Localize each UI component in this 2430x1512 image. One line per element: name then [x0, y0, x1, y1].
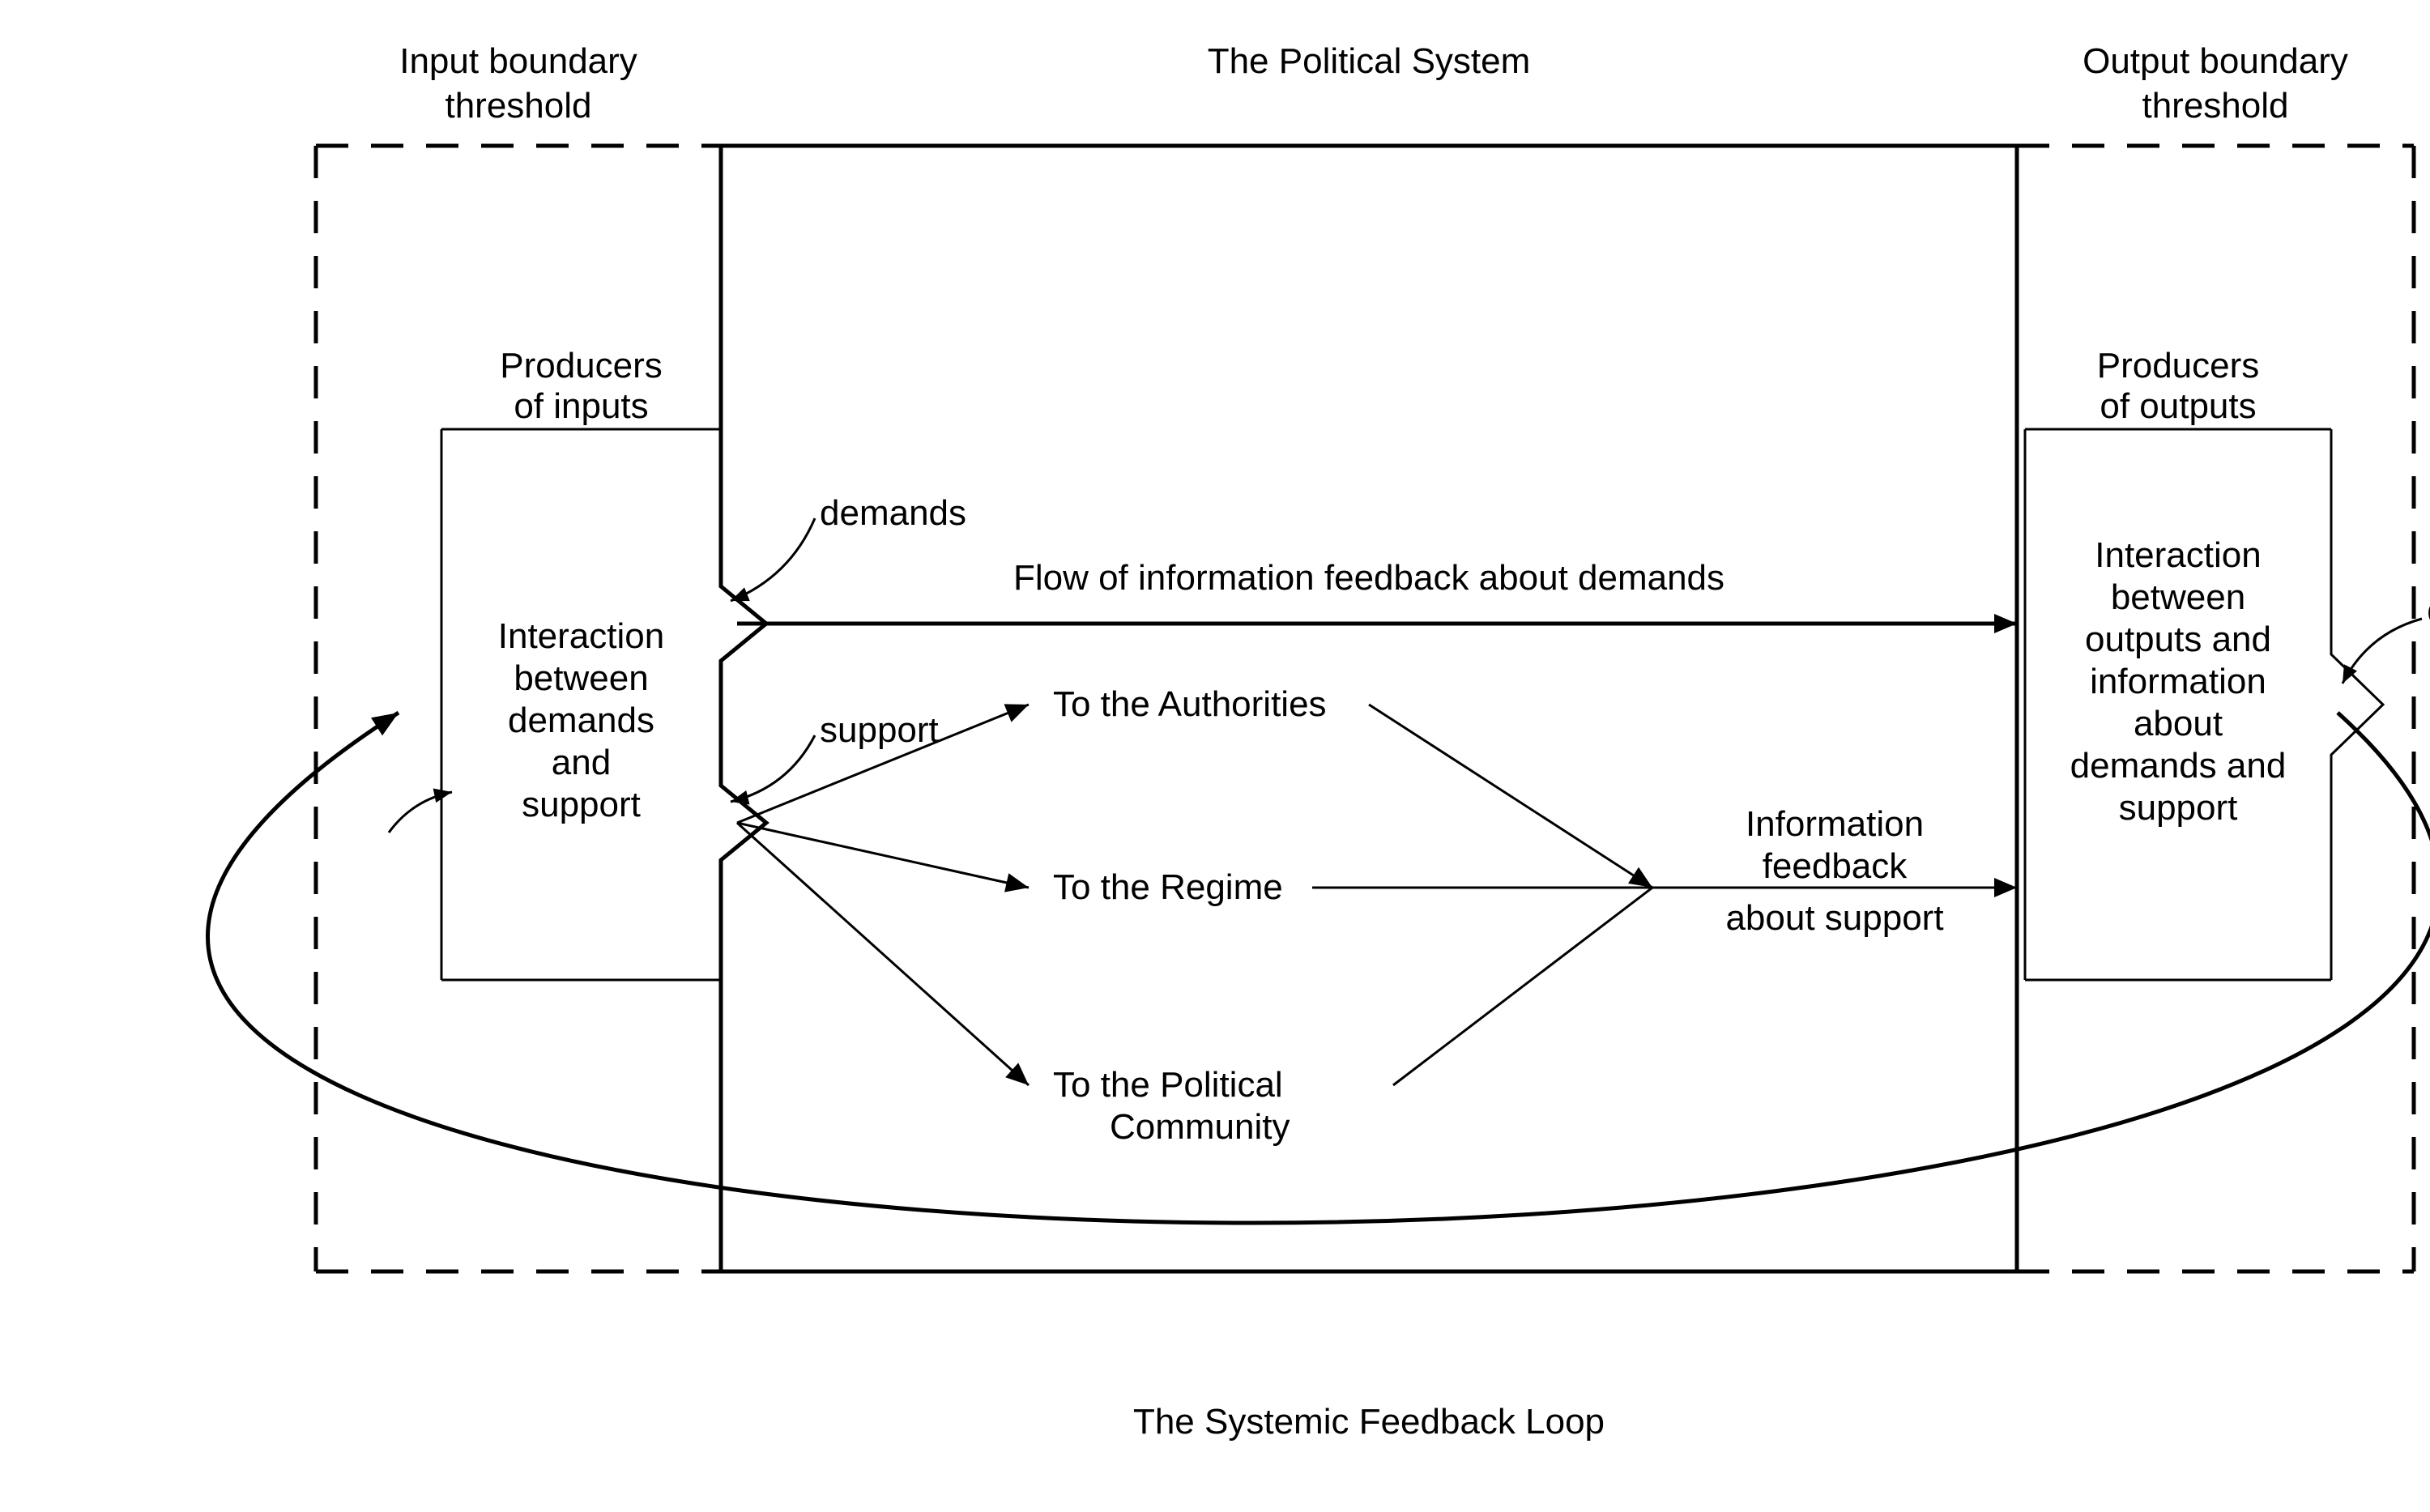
label-demands: demands — [820, 493, 966, 533]
producers-inputs-body: and — [552, 743, 611, 782]
label-to-authorities: To the Authorities — [1053, 684, 1327, 724]
header-input-boundary: Input boundary — [399, 41, 637, 81]
producers-outputs-title: Producers — [2097, 346, 2260, 385]
producers-outputs-body: support — [2119, 788, 2238, 828]
pointer-support — [731, 735, 815, 802]
support-to-regime — [737, 823, 1029, 888]
producers-outputs-body: Interaction — [2095, 535, 2261, 575]
producers-inputs-title: of inputs — [514, 386, 648, 426]
pointer-outputs-head — [2343, 664, 2357, 684]
header-input-boundary: threshold — [445, 86, 591, 126]
label-support: support — [820, 710, 939, 750]
merge-to-outputs — [1994, 878, 2017, 897]
producers-outputs-body: between — [2111, 577, 2245, 617]
pointer-demands — [731, 518, 815, 601]
demands-flow-arrow — [1994, 614, 2017, 633]
support-to-authorities — [1004, 704, 1029, 722]
feedback-loop-arrowhead — [371, 713, 399, 735]
label-info-feedback: feedback — [1763, 846, 1908, 886]
label-to-political: To the Political — [1053, 1065, 1283, 1105]
political-system-left — [721, 146, 766, 1271]
producers-outputs-body: information — [2090, 662, 2266, 701]
producers-inputs-title: Producers — [500, 346, 663, 385]
producers-inputs-body: between — [514, 658, 648, 698]
producers-outputs-body: about — [2134, 704, 2223, 743]
label-to-regime: To the Regime — [1053, 867, 1283, 907]
producers-outputs-right — [2331, 429, 2383, 980]
producers-inputs-body: Interaction — [498, 616, 664, 656]
pointer-outputs — [2343, 619, 2422, 684]
merge-from-authorities — [1628, 867, 1652, 888]
merge-from-political — [1393, 888, 1652, 1085]
producers-inputs-body: demands — [508, 701, 654, 740]
header-output-boundary: Output boundary — [2083, 41, 2348, 81]
producers-outputs-body: outputs and — [2085, 620, 2271, 659]
header-output-boundary: threshold — [2142, 86, 2288, 126]
producers-outputs-body: demands and — [2070, 746, 2287, 786]
demands-flow-caption: Flow of information feedback about deman… — [1013, 558, 1724, 598]
label-feedback-loop: The Systemic Feedback Loop — [1133, 1402, 1605, 1442]
label-outputs: Outputs — [2427, 594, 2430, 633]
support-to-political — [737, 823, 1029, 1085]
label-info-feedback: Information — [1746, 804, 1924, 844]
label-info-feedback: about support — [1725, 898, 1943, 938]
label-to-political: Community — [1110, 1107, 1290, 1147]
producers-outputs-title: of outputs — [2100, 386, 2256, 426]
producers-inputs-body: support — [522, 785, 641, 824]
merge-from-authorities — [1369, 705, 1652, 888]
support-to-regime — [1004, 873, 1029, 892]
header-political-system: The Political System — [1208, 41, 1531, 81]
